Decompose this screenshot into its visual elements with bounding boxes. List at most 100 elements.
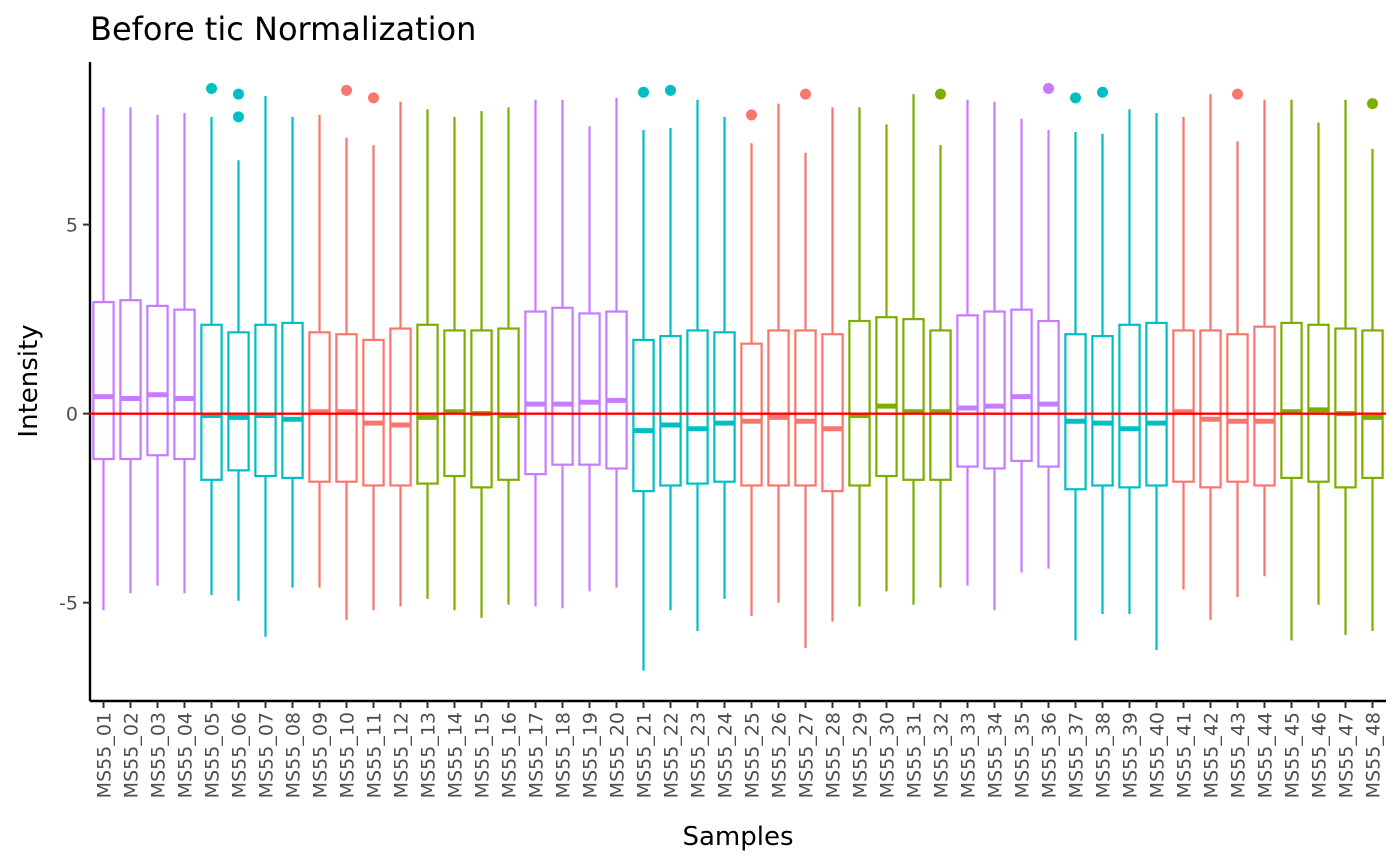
y-tick-label-5: 5 [66,215,78,237]
box-body-MS55_09 [308,331,331,483]
box-body-MS55_48 [1361,329,1384,480]
x-tick-label-MS55_24: MS55_24 [715,712,737,798]
x-tick-label-MS55_23: MS55_23 [688,712,710,798]
box-MS55_46 [1307,122,1330,605]
plot-marks [92,82,1384,671]
x-tick-label-MS55_01: MS55_01 [94,712,116,798]
box-body-MS55_21 [632,338,655,493]
box-body-MS55_47 [1334,327,1357,489]
box-MS55_45 [1280,99,1303,641]
box-body-MS55_38 [1091,335,1114,487]
box-body-MS55_13 [416,323,439,485]
box-MS55_32 [929,88,952,588]
box-body-MS55_46 [1307,323,1330,483]
x-tick-label-MS55_25: MS55_25 [742,712,764,798]
outlier-MS55_10-0 [341,84,352,96]
box-body-MS55_06 [227,331,250,472]
x-tick-label-MS55_22: MS55_22 [661,712,683,798]
outlier-MS55_32-0 [935,88,946,100]
outlier-MS55_36-0 [1043,82,1054,94]
y-axis-ticks: -5 0 5 [59,215,90,615]
box-body-MS55_43 [1226,333,1249,483]
box-MS55_37 [1064,92,1087,641]
box-body-MS55_33 [956,314,979,468]
outlier-MS55_05-0 [206,82,217,94]
box-body-MS55_45 [1280,321,1303,480]
outlier-MS55_21-0 [638,86,649,98]
box-body-MS55_17 [524,310,547,476]
box-MS55_03 [146,114,169,586]
box-body-MS55_20 [605,310,628,470]
y-tick-label-0: 0 [66,404,78,426]
box-MS55_34 [983,101,1006,611]
box-MS55_21 [632,86,655,671]
box-body-MS55_12 [389,327,412,487]
box-body-MS55_22 [659,335,682,487]
box-MS55_48 [1361,98,1384,632]
box-body-MS55_19 [578,312,601,466]
x-tick-label-MS55_37: MS55_37 [1066,712,1088,798]
box-MS55_30 [875,124,898,592]
box-body-MS55_16 [497,327,520,481]
x-tick-label-MS55_13: MS55_13 [418,712,440,798]
x-tick-label-MS55_20: MS55_20 [607,712,629,798]
x-tick-label-MS55_34: MS55_34 [985,712,1007,798]
outlier-MS55_06-0 [233,88,244,100]
box-MS55_08 [281,116,304,588]
box-body-MS55_18 [551,306,574,466]
outlier-MS55_43-0 [1232,88,1243,100]
box-MS55_01 [92,107,115,611]
box-body-MS55_29 [848,319,871,487]
y-axis-title: Intensity [14,324,44,437]
x-axis-title: Samples [682,822,793,852]
box-body-MS55_03 [146,304,169,457]
box-MS55_27 [794,88,817,649]
box-body-MS55_27 [794,329,817,487]
box-MS55_38 [1091,86,1114,615]
x-tick-label-MS55_41: MS55_41 [1174,712,1196,798]
box-MS55_33 [956,99,979,586]
box-MS55_12 [389,101,412,607]
x-tick-label-MS55_38: MS55_38 [1093,712,1115,798]
box-body-MS55_34 [983,310,1006,470]
x-tick-label-MS55_06: MS55_06 [229,712,251,798]
x-tick-label-MS55_48: MS55_48 [1363,712,1385,798]
box-MS55_35 [1010,118,1033,573]
box-MS55_22 [659,84,682,611]
x-tick-label-MS55_21: MS55_21 [634,712,656,798]
box-body-MS55_24 [713,331,736,483]
box-MS55_18 [551,99,574,609]
x-tick-label-MS55_09: MS55_09 [310,712,332,798]
box-MS55_05 [200,82,223,596]
box-body-MS55_15 [470,329,493,489]
x-tick-label-MS55_03: MS55_03 [148,712,170,798]
box-MS55_39 [1118,109,1141,615]
outlier-MS55_06-1 [233,111,244,123]
x-tick-label-MS55_29: MS55_29 [850,712,872,798]
x-tick-label-MS55_11: MS55_11 [364,712,386,798]
x-tick-label-MS55_35: MS55_35 [1012,712,1034,798]
box-body-MS55_35 [1010,308,1033,463]
x-tick-label-MS55_33: MS55_33 [958,712,980,798]
box-MS55_36 [1037,82,1060,569]
x-tick-label-MS55_28: MS55_28 [823,712,845,798]
x-tick-label-MS55_17: MS55_17 [526,712,548,798]
box-MS55_43 [1226,88,1249,598]
box-MS55_11 [362,92,385,611]
box-MS55_40 [1145,113,1168,650]
box-body-MS55_31 [902,318,925,481]
box-MS55_10 [335,84,358,620]
box-body-MS55_05 [200,323,223,481]
x-tick-label-MS55_18: MS55_18 [553,712,575,798]
x-tick-label-MS55_36: MS55_36 [1039,712,1061,798]
box-MS55_07 [254,96,277,637]
x-tick-label-MS55_27: MS55_27 [796,712,818,798]
x-tick-label-MS55_39: MS55_39 [1120,712,1142,798]
x-tick-label-MS55_02: MS55_02 [121,712,143,798]
box-MS55_44 [1253,99,1276,577]
box-MS55_19 [578,126,601,592]
box-body-MS55_40 [1145,321,1168,487]
x-tick-label-MS55_44: MS55_44 [1255,712,1277,798]
x-tick-label-MS55_43: MS55_43 [1228,712,1250,798]
